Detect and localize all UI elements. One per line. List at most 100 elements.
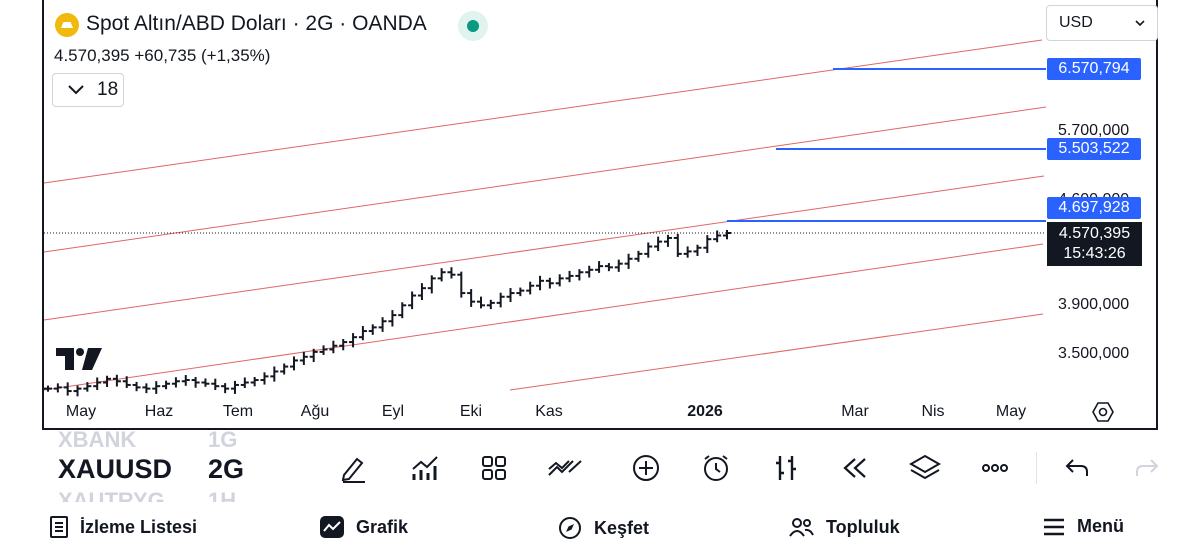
ohlc-bar (634, 250, 643, 262)
replay-icon[interactable] (835, 448, 875, 488)
price-summary: 4.570,395 +60,735 (+1,35%) (54, 46, 271, 65)
watchlist-icon (50, 516, 68, 538)
ohlc-bar (112, 374, 121, 387)
price-level-label[interactable]: 4.697,928 (1047, 197, 1141, 219)
symbol-interval: 1H (208, 488, 237, 502)
ohlc-bar (44, 385, 52, 392)
channel-line (43, 106, 1047, 253)
trade-icon[interactable] (766, 448, 806, 488)
time-axis-tick: May (995, 403, 1027, 420)
ohlc-bar (270, 366, 279, 382)
ohlc-bar (152, 381, 161, 394)
ohlc-bar (339, 339, 348, 351)
time-axis-tick: Nis (921, 403, 945, 420)
chart-area[interactable] (42, 0, 1158, 430)
ohlc-bar (506, 288, 515, 303)
currency-select[interactable]: USD (1046, 5, 1158, 41)
market-status-icon[interactable] (458, 11, 488, 41)
ohlc-bar (329, 340, 338, 354)
menu-icon (1044, 518, 1064, 535)
symbol-interval: 1G (208, 430, 238, 452)
time-axis-tick: Tem (222, 403, 254, 420)
add-icon[interactable] (626, 448, 666, 488)
settings-icon[interactable] (1092, 401, 1114, 423)
ohlc-bar (604, 263, 613, 272)
redo-icon[interactable] (1127, 448, 1167, 488)
ohlc-bar (83, 382, 92, 392)
ohlc-bar (663, 234, 672, 247)
nav-label: Grafik (356, 516, 409, 537)
ohlc-bar (654, 236, 663, 252)
symbol-name: XAUUSD (58, 454, 173, 484)
ohlc-bar (467, 289, 476, 307)
drawing-tools-icon[interactable] (545, 448, 585, 488)
compass-icon (559, 517, 581, 539)
community-icon (789, 518, 814, 537)
indicators-icon[interactable] (405, 448, 445, 488)
time-axis-tick: 2026 (687, 403, 723, 420)
ohlc-bar (526, 281, 535, 295)
nav-community[interactable]: Topluluk (788, 516, 900, 538)
tradingview-logo-icon (56, 348, 102, 370)
symbol-prev[interactable]: XBANK 1G (58, 430, 237, 453)
pencil-icon[interactable] (334, 448, 374, 488)
ohlc-bar (368, 324, 377, 335)
ohlc-bar (476, 296, 485, 309)
chevron-down-icon (68, 85, 84, 95)
nav-explore[interactable]: Keşfet (558, 516, 649, 540)
nav-label: Menü (1077, 516, 1124, 536)
ohlc-bar (437, 268, 446, 282)
ohlc-bar (230, 380, 239, 394)
symbol-next[interactable]: XAUTRYG 1H (58, 488, 236, 502)
ohlc-bar (536, 275, 545, 291)
ohlc-bar (545, 277, 554, 289)
chart-title[interactable]: Spot Altın/ABD Doları · 2G · OANDA (86, 12, 427, 35)
ohlc-bar (221, 383, 230, 394)
ohlc-bar (614, 259, 623, 272)
ohlc-bar (417, 283, 426, 301)
ohlc-bar (585, 265, 594, 278)
ohlc-bar (447, 267, 456, 279)
alert-clock-icon[interactable] (696, 448, 736, 488)
time-axis-tick: Kas (535, 403, 563, 420)
nav-label: İzleme Listesi (80, 516, 198, 537)
ohlc-bar (703, 235, 712, 254)
symbol-switcher[interactable]: XBANK 1G XAUUSD 2G XAUTRYG 1H (0, 430, 300, 502)
time-axis-tick: Ağu (300, 403, 330, 420)
layers-icon[interactable] (905, 448, 945, 488)
ohlc-bar (486, 299, 495, 310)
ohlc-bar (211, 378, 220, 390)
nav-watchlist[interactable]: İzleme Listesi (50, 516, 197, 538)
ohlc-bar (565, 270, 574, 283)
time-axis-tick: May (65, 403, 97, 420)
price-axis-tick: 3.900,000 (1058, 296, 1130, 313)
ohlc-bar (93, 377, 102, 390)
symbol-current[interactable]: XAUUSD 2G (58, 454, 244, 485)
nav-menu[interactable]: Menü (1043, 516, 1124, 537)
indicators-toggle-button[interactable]: 18 (52, 73, 124, 107)
ohlc-bar (624, 253, 633, 269)
ohlc-bar (644, 242, 653, 258)
gold-symbol-icon (55, 13, 79, 37)
ohlc-bar (693, 244, 702, 256)
layouts-icon[interactable] (474, 448, 514, 488)
currency-value: USD (1059, 14, 1093, 31)
ohlc-bar (319, 345, 328, 355)
nav-chart[interactable]: Grafik (320, 516, 408, 538)
ohlc-bar (250, 376, 259, 387)
ohlc-bar (516, 287, 525, 297)
ohlc-bar (280, 363, 289, 375)
price-chart[interactable] (0, 0, 1200, 430)
price-level-label[interactable]: 6.570,794 (1047, 58, 1141, 80)
ohlc-bar (388, 310, 397, 327)
ohlc-bar (299, 351, 308, 365)
undo-icon[interactable] (1057, 448, 1097, 488)
ohlc-bar (683, 246, 692, 258)
price-axis-tick: 3.500,000 (1058, 345, 1130, 362)
ohlc-bar (398, 302, 407, 319)
ohlc-bar (723, 229, 731, 240)
nav-label: Topluluk (826, 516, 900, 537)
price-level-label[interactable]: 5.503,522 (1047, 138, 1141, 160)
ohlc-bar (309, 348, 318, 363)
more-icon[interactable] (975, 448, 1015, 488)
